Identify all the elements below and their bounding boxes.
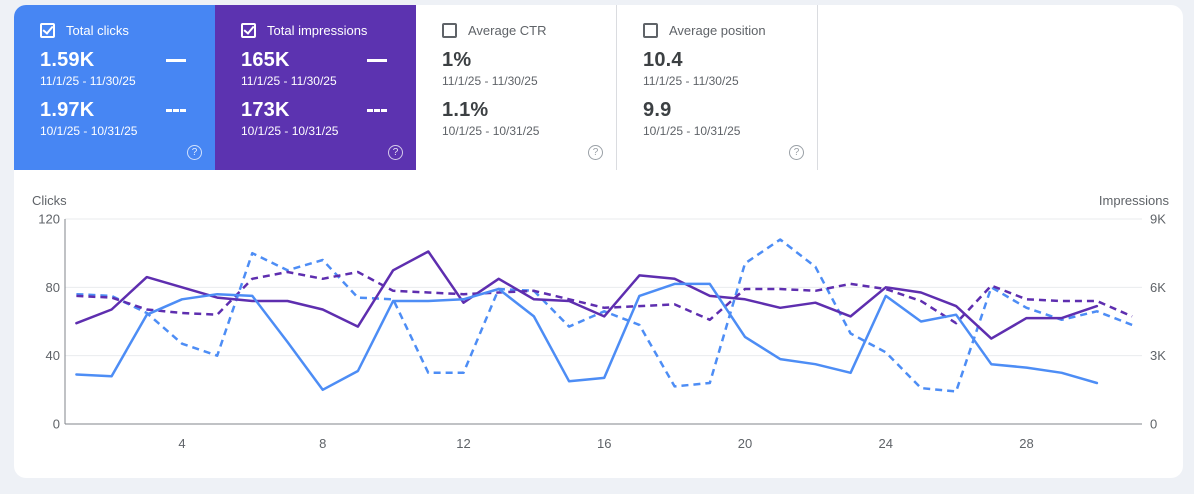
previous-value: 173K xyxy=(241,98,290,121)
card-header: Average position xyxy=(643,23,817,38)
current-value: 165K xyxy=(241,48,290,71)
card-header: Total impressions xyxy=(241,23,416,38)
metric-card-total-impressions[interactable]: Total impressions 165K 11/1/25 - 11/30/2… xyxy=(215,5,416,170)
previous-value-row: 1.97K xyxy=(40,99,215,121)
x-axis-tick: 8 xyxy=(319,436,326,451)
average-position-checkbox[interactable] xyxy=(643,23,658,38)
x-axis-tick: 24 xyxy=(879,436,893,451)
total-impressions-checkbox[interactable] xyxy=(241,23,256,38)
dashed-line-indicator xyxy=(166,108,186,112)
current-value-row: 1.59K xyxy=(40,49,215,71)
x-axis-tick: 28 xyxy=(1019,436,1033,451)
series-line-clicks-10-1-25-10-31-25 xyxy=(76,238,1133,393)
previous-range: 10/1/25 - 10/31/25 xyxy=(241,124,339,138)
help-icon[interactable]: ? xyxy=(187,145,202,160)
card-label: Total impressions xyxy=(267,23,368,38)
left-axis-tick: 120 xyxy=(38,212,60,227)
card-header: Average CTR xyxy=(442,23,616,38)
help-icon[interactable]: ? xyxy=(789,145,804,160)
x-axis-tick: 16 xyxy=(597,436,611,451)
current-value: 1.59K xyxy=(40,48,95,71)
current-value: 1% xyxy=(442,48,472,71)
solid-line-indicator xyxy=(367,58,387,62)
dashed-line-indicator xyxy=(367,108,387,112)
previous-value-row: 9.9 xyxy=(643,99,817,121)
right-axis-tick: 0 xyxy=(1150,417,1157,432)
series-line-impressions-10-1-25-10-31-25 xyxy=(76,270,1133,325)
card-header: Total clicks xyxy=(40,23,215,38)
current-value-row: 1% xyxy=(442,49,616,71)
previous-value: 1.1% xyxy=(442,98,489,121)
current-range: 11/1/25 - 11/30/25 xyxy=(643,74,739,88)
previous-range: 10/1/25 - 10/31/25 xyxy=(643,124,741,138)
current-value: 10.4 xyxy=(643,48,683,71)
left-axis-tick: 0 xyxy=(53,417,60,432)
current-value-row: 10.4 xyxy=(643,49,817,71)
right-axis-title: Impressions xyxy=(1099,193,1170,208)
solid-line-indicator xyxy=(166,58,186,62)
metric-card-average-ctr[interactable]: Average CTR 1% 11/1/25 - 11/30/25 1.1% 1… xyxy=(416,5,617,170)
right-axis-tick: 6K xyxy=(1150,280,1166,295)
right-axis-tick: 3K xyxy=(1150,348,1166,363)
help-icon[interactable]: ? xyxy=(588,145,603,160)
card-label: Total clicks xyxy=(66,23,129,38)
series-line-impressions-11-1-25-11-30-25 xyxy=(75,250,1099,340)
left-axis-tick: 40 xyxy=(46,348,60,363)
previous-value: 9.9 xyxy=(643,98,672,121)
current-range: 11/1/25 - 11/30/25 xyxy=(241,74,337,88)
previous-range: 10/1/25 - 10/31/25 xyxy=(442,124,540,138)
card-label: Average position xyxy=(669,23,766,38)
right-axis-tick: 9K xyxy=(1150,212,1166,227)
current-range: 11/1/25 - 11/30/25 xyxy=(442,74,538,88)
current-range: 11/1/25 - 11/30/25 xyxy=(40,74,136,88)
metric-card-total-clicks[interactable]: Total clicks 1.59K 11/1/25 - 11/30/25 1.… xyxy=(14,5,215,170)
current-value-row: 165K xyxy=(241,49,416,71)
x-axis-tick: 20 xyxy=(738,436,752,451)
series-line-clicks-11-1-25-11-30-25 xyxy=(75,282,1099,392)
previous-value-row: 1.1% xyxy=(442,99,616,121)
help-icon[interactable]: ? xyxy=(388,145,403,160)
total-clicks-checkbox[interactable] xyxy=(40,23,55,38)
x-axis-tick: 4 xyxy=(178,436,185,451)
x-axis-tick: 12 xyxy=(456,436,470,451)
performance-panel: Total clicks 1.59K 11/1/25 - 11/30/25 1.… xyxy=(14,5,1183,478)
previous-range: 10/1/25 - 10/31/25 xyxy=(40,124,138,138)
previous-value-row: 173K xyxy=(241,99,416,121)
metric-card-average-position[interactable]: Average position 10.4 11/1/25 - 11/30/25… xyxy=(617,5,818,170)
left-axis-title: Clicks xyxy=(32,193,67,208)
performance-chart[interactable]: Clicks Impressions 0 40 80 120 0 3K 6K 9K 4 8 12 16 20… xyxy=(14,5,1183,478)
average-ctr-checkbox[interactable] xyxy=(442,23,457,38)
previous-value: 1.97K xyxy=(40,98,95,121)
left-axis-tick: 80 xyxy=(46,280,60,295)
card-label: Average CTR xyxy=(468,23,547,38)
metric-cards-row: Total clicks 1.59K 11/1/25 - 11/30/25 1.… xyxy=(14,5,1183,170)
